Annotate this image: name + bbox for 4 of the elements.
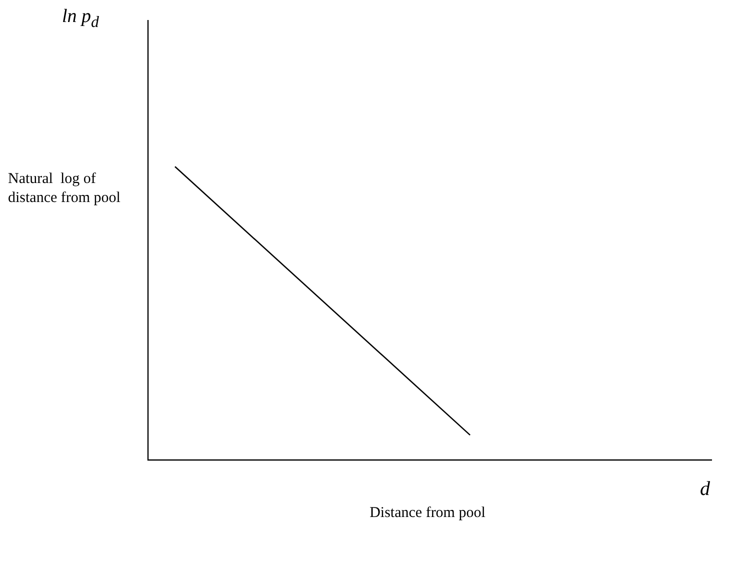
text: ln p$_{d}$ — [62, 6, 99, 32]
text: d — [700, 478, 710, 501]
x-axis-title: Distance from pool — [368, 505, 486, 522]
y-axis-title: Natural log of distance from pool — [8, 170, 122, 208]
